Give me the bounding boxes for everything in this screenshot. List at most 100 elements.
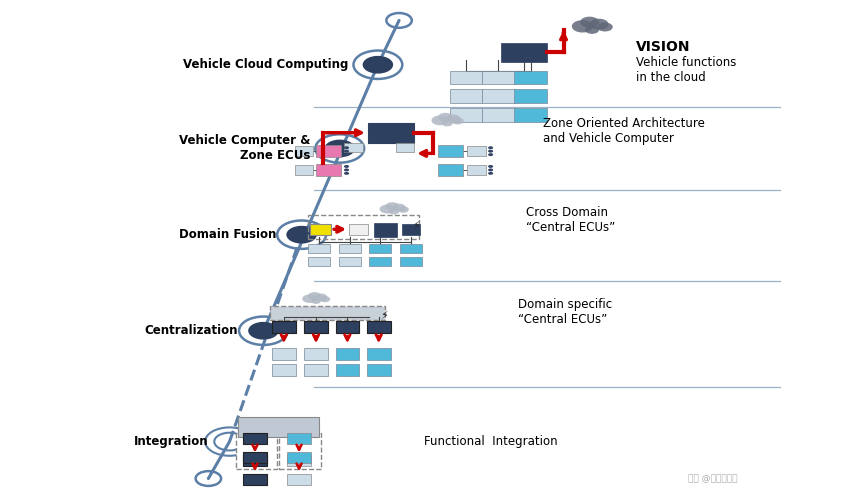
Bar [238,417,318,437]
Bar [335,321,359,333]
Circle shape [286,226,317,244]
Circle shape [441,120,453,126]
Bar [287,433,311,444]
Text: ⚡: ⚡ [380,311,388,321]
Bar [278,433,321,469]
Bar [316,164,341,176]
Text: Vehicle Computer &
Zone ECUs: Vehicle Computer & Zone ECUs [178,134,310,163]
Text: Zone Oriented Architecture
and Vehicle Computer: Zone Oriented Architecture and Vehicle C… [543,117,705,145]
Circle shape [488,146,493,149]
Text: ⚡: ⚡ [412,221,419,231]
Circle shape [431,116,448,125]
Circle shape [380,205,395,213]
Bar [272,321,295,333]
Circle shape [398,206,409,213]
Circle shape [344,146,349,149]
Circle shape [248,322,278,339]
Circle shape [392,204,406,211]
Text: Functional  Integration: Functional Integration [424,435,558,448]
Bar [308,215,419,239]
Circle shape [488,153,493,156]
Circle shape [302,294,317,303]
Bar [400,244,422,253]
Bar [514,71,547,84]
Bar [450,71,482,84]
Bar [374,223,397,237]
Bar [295,165,313,175]
Circle shape [580,17,599,28]
Text: Domain Fusion: Domain Fusion [179,228,276,241]
Bar [438,145,464,158]
Bar [450,108,482,122]
Bar [308,257,330,266]
Bar [368,123,414,143]
Circle shape [585,26,599,34]
Bar [514,108,547,122]
Circle shape [488,165,493,168]
Bar [287,455,311,466]
Bar [482,89,514,103]
Bar [295,146,313,157]
Circle shape [344,168,349,171]
Circle shape [598,23,613,32]
Circle shape [589,19,609,30]
Text: Centralization: Centralization [144,324,238,337]
Circle shape [344,150,349,153]
Bar [467,146,486,157]
Text: Vehicle Cloud Computing: Vehicle Cloud Computing [183,58,348,71]
Bar [304,321,328,333]
Bar [310,224,331,235]
Bar [369,244,391,253]
Bar [287,474,311,485]
Bar [272,348,295,360]
Bar [335,364,359,376]
Circle shape [438,113,453,122]
Circle shape [344,172,349,175]
Bar [402,224,420,235]
Circle shape [320,296,330,302]
Bar [400,257,422,266]
Circle shape [324,140,355,158]
Bar [243,452,267,463]
Circle shape [452,118,464,124]
Text: Domain specific
“Central ECUs”: Domain specific “Central ECUs” [518,298,612,326]
Bar [287,452,311,463]
Bar [308,244,330,253]
Bar [367,321,391,333]
Circle shape [572,20,593,33]
Bar [243,433,267,444]
Bar [501,42,547,62]
Bar [367,348,391,360]
Circle shape [311,298,321,304]
Bar [236,433,277,469]
Bar [304,364,328,376]
Bar [270,306,385,320]
Circle shape [385,202,399,210]
Bar [467,165,486,175]
Circle shape [488,150,493,153]
Bar [335,348,359,360]
Text: Vehicle functions
in the cloud: Vehicle functions in the cloud [637,56,737,83]
Circle shape [314,293,328,301]
Bar [438,164,464,176]
Circle shape [344,165,349,168]
Bar [349,224,368,235]
Circle shape [389,208,399,214]
Circle shape [363,56,393,74]
Circle shape [446,115,460,123]
Bar [272,364,295,376]
Text: Integration: Integration [134,435,208,448]
Text: Cross Domain
“Central ECUs”: Cross Domain “Central ECUs” [526,206,616,234]
Bar [316,145,341,158]
Circle shape [308,292,321,300]
Bar [514,89,547,103]
Bar [344,143,363,153]
Bar [243,455,267,466]
Bar [304,348,328,360]
Bar [482,108,514,122]
Bar [367,364,391,376]
Bar [369,257,391,266]
Bar [243,474,267,485]
Circle shape [488,172,493,175]
Bar [339,244,361,253]
